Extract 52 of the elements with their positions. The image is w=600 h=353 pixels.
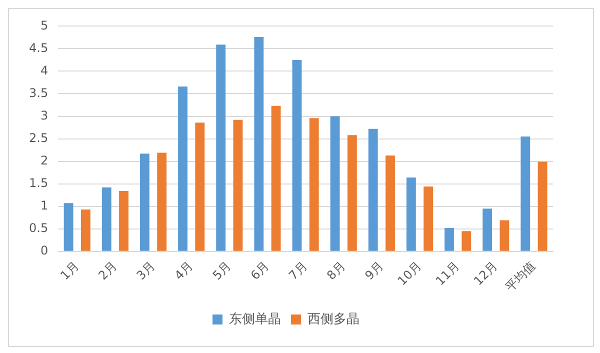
bar xyxy=(462,231,472,251)
bar xyxy=(538,162,548,251)
bar xyxy=(386,155,395,251)
y-tick-label: 2 xyxy=(40,153,48,168)
y-tick-label: 2.5 xyxy=(28,130,48,145)
x-tick-label: 3月 xyxy=(134,258,158,283)
y-tick-label: 1.5 xyxy=(28,176,48,190)
bar xyxy=(482,208,492,251)
bar xyxy=(500,220,510,251)
y-tick-label: 4.5 xyxy=(28,40,48,55)
bar xyxy=(292,60,302,251)
x-tick-label: 10月 xyxy=(394,258,424,288)
x-tick-label: 5月 xyxy=(210,258,234,283)
bar xyxy=(368,128,378,251)
x-tick-label: 11月 xyxy=(432,258,462,288)
bar xyxy=(254,37,264,251)
x-tick-label: 4月 xyxy=(172,258,196,283)
legend-label: 西侧多晶 xyxy=(308,312,360,327)
bar xyxy=(347,135,357,251)
bar xyxy=(102,187,112,251)
x-tick-label: 1月 xyxy=(58,258,82,283)
x-tick-label: 9月 xyxy=(362,258,386,283)
legend-label: 东侧单晶 xyxy=(229,312,281,327)
bar xyxy=(444,228,454,251)
x-tick-label: 7月 xyxy=(286,258,310,283)
x-tick-label: 平均值 xyxy=(502,258,538,294)
y-tick-label: 3.5 xyxy=(28,86,48,100)
x-tick-label: 8月 xyxy=(324,258,348,283)
y-tick-label: 0.5 xyxy=(28,220,48,235)
x-tick-label: 12月 xyxy=(471,258,500,288)
y-tick-label: 1 xyxy=(40,198,48,212)
bar xyxy=(80,209,90,251)
bar xyxy=(233,120,243,251)
y-tick-label: 0 xyxy=(40,243,48,258)
bar xyxy=(520,136,530,251)
bar xyxy=(140,154,150,251)
bar xyxy=(406,178,416,251)
y-tick-label: 4 xyxy=(40,63,48,78)
bar xyxy=(271,106,281,251)
y-tick-label: 3 xyxy=(40,108,48,122)
bar xyxy=(309,118,319,251)
bar xyxy=(216,44,226,251)
bar xyxy=(119,191,128,251)
bar xyxy=(157,152,167,251)
bar xyxy=(195,122,205,251)
y-tick-label: 5 xyxy=(40,18,48,32)
bar xyxy=(178,86,188,251)
x-tick-label: 6月 xyxy=(248,258,272,283)
bar xyxy=(330,116,340,251)
x-tick-label: 2月 xyxy=(96,258,120,283)
bar xyxy=(64,203,74,251)
bar xyxy=(424,186,434,251)
